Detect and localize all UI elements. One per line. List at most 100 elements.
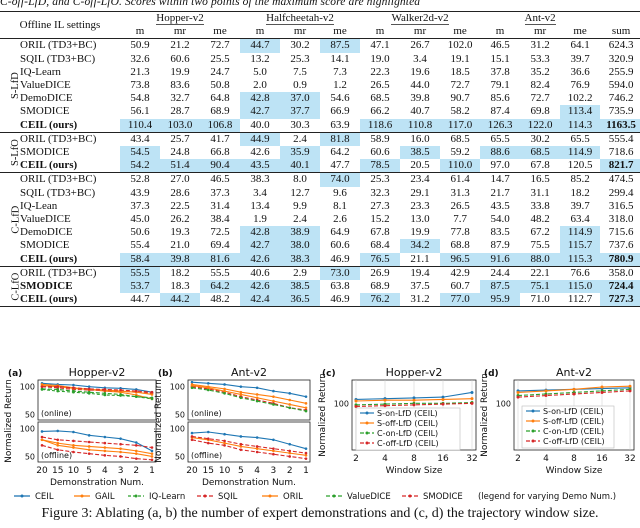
x-tick-label: 20 [36, 466, 48, 476]
score-cell: 24.8 [170, 146, 190, 159]
data-point [544, 389, 548, 393]
sum-cell: 316.5 [608, 199, 634, 212]
y-axis-label: Normalized Return [154, 379, 164, 463]
subcol: mr [413, 25, 427, 38]
x-tick-label: 1 [149, 466, 155, 476]
data-point [87, 385, 91, 388]
score-cell: 87.4 [490, 105, 510, 118]
x-tick-label: 5 [86, 466, 92, 476]
score-cell: 9.9 [293, 199, 307, 212]
score-cell: 68.5 [520, 146, 561, 160]
legend-label: S-on-LfD (CEIL) [377, 409, 438, 418]
score-cell: 3.4 [253, 186, 267, 199]
score-cell: 21.3 [130, 65, 150, 78]
x-tick-label: 3 [118, 466, 124, 476]
plot-frame [187, 421, 311, 463]
x-tick-label: 15 [203, 466, 214, 476]
sum-cell: 735.9 [608, 105, 634, 118]
score-cell: 64.2 [200, 280, 241, 294]
data-point [223, 441, 226, 445]
y-axis-label: Normalized Return [318, 373, 328, 457]
legend-label: C-on-LfD (CEIL) [377, 429, 438, 438]
score-cell: 25.3 [360, 172, 401, 187]
legend-marker [365, 411, 369, 415]
score-cell: 15.2 [370, 213, 390, 226]
score-cell: 9.6 [333, 186, 347, 199]
score-cell: 22.5 [170, 199, 190, 212]
group-label: S-LfO [9, 139, 21, 167]
method-name: ORIL (TD3+BC) [17, 131, 120, 147]
score-cell: 37.5 [410, 280, 430, 293]
legend-marker [80, 494, 84, 498]
data-point [206, 430, 210, 434]
panel-title: Ant-v2 [556, 368, 592, 379]
table-row: SMODICE 54.5 24.8 66.8 42.6 35.9 64.2 60.6 38.5 5… [0, 146, 640, 160]
x-tick-label: 5 [238, 466, 244, 476]
score-cell: 15.1 [490, 52, 510, 65]
sum-cell: 821.7 [600, 159, 640, 173]
x-tick-label: 15 [52, 466, 63, 476]
score-cell: 115.7 [560, 239, 601, 253]
score-cell: 77.8 [450, 226, 470, 239]
panel-title: Hopper-v2 [69, 368, 126, 379]
score-cell: 19.9 [410, 226, 430, 239]
score-cell: 69.8 [530, 105, 550, 118]
env-header: Ant-v2 [480, 11, 601, 26]
method-name: SMODICE [20, 239, 70, 252]
data-point [239, 390, 243, 394]
data-point [255, 399, 259, 403]
score-cell: 115.3 [560, 252, 601, 267]
x-axis-label: Demonstration Num. [50, 478, 144, 488]
data-point [150, 446, 154, 449]
series-line [191, 381, 307, 398]
ablation-figures: (a) Hopper-v2 Normalized Return Demonstrati… [4, 368, 636, 502]
legend-label: SQIL [218, 492, 238, 502]
score-cell: 40.1 [280, 159, 321, 173]
legend-marker [203, 494, 207, 498]
data-point [72, 446, 75, 449]
score-cell: 87.9 [490, 239, 510, 252]
data-point [103, 454, 107, 457]
data-point [150, 396, 154, 400]
x-axis-label: Window Size [386, 466, 443, 476]
data-point [119, 450, 122, 454]
score-cell: 36.5 [280, 293, 321, 307]
score-cell: 23.4 [400, 172, 441, 187]
table-row: SMODICE 53.7 18.3 64.2 42.6 38.5 63.8 68.9 37.5 6… [0, 280, 640, 294]
score-cell: 72.5 [210, 226, 230, 239]
method-name: CEIL (ours) [20, 252, 78, 265]
sum-cell: 727.3 [600, 293, 640, 307]
data-point [190, 431, 194, 435]
score-cell: 73.8 [130, 79, 150, 92]
score-cell: 88.6 [480, 146, 521, 160]
score-cell: 55.5 [120, 265, 160, 281]
x-tick-label: 16 [596, 454, 608, 464]
score-cell: 31.2 [410, 293, 430, 306]
legend-label: S-off-LfD (CEIL) [543, 417, 604, 426]
score-cell: 53.7 [120, 280, 160, 294]
score-cell: 46.9 [330, 252, 350, 265]
data-point [288, 449, 292, 453]
data-point [40, 435, 44, 439]
score-cell: 114.9 [560, 226, 601, 240]
y-tick-label: 100 [334, 399, 349, 408]
env-header-label: Hopper-v2 [156, 12, 204, 25]
score-cell: 77.0 [440, 293, 481, 307]
series-line [41, 439, 153, 455]
data-point [223, 383, 226, 386]
score-cell: 31.1 [530, 186, 550, 199]
score-cell: 47.1 [360, 38, 401, 53]
table-row: ValueDICE 73.8 83.6 50.8 2.0 0.9 1.2 26.5 44.0 72… [0, 79, 640, 92]
data-point [119, 437, 122, 440]
score-cell: 29.1 [410, 186, 430, 199]
sum-cell: 358.0 [600, 265, 640, 281]
data-point [272, 403, 275, 406]
data-point [56, 438, 60, 442]
method-name: CEIL (ours) [20, 118, 78, 131]
data-point [288, 398, 292, 402]
data-point [87, 387, 91, 391]
subcol: me [453, 25, 467, 38]
score-cell: 37.3 [130, 199, 150, 212]
data-point [272, 447, 275, 450]
data-point [150, 458, 154, 462]
